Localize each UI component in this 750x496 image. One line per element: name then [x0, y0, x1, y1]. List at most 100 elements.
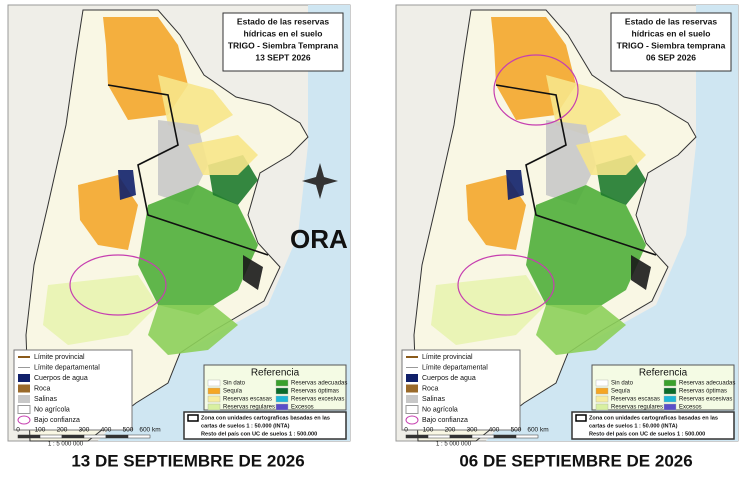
caption: 13 DE SEPTIEMBRE DE 2026 — [71, 451, 304, 470]
scale-segment — [449, 434, 473, 439]
legend-swatch — [18, 395, 30, 403]
legend-box — [13, 349, 133, 431]
scale-label: 0 — [404, 427, 408, 434]
scale-segment — [127, 434, 151, 439]
scale-segment — [427, 434, 451, 439]
scale-label: 400 — [489, 427, 500, 434]
map-panel: Estado de las reservas hídricas en el sue… — [7, 4, 351, 448]
legend-label: Sin dato — [223, 381, 246, 387]
legend-label: No agrícola — [422, 406, 458, 413]
legend-label: Límite departamental — [422, 364, 488, 371]
note-swatch — [575, 414, 587, 422]
ocean — [98, 5, 350, 441]
scale-label: 100 — [423, 427, 434, 434]
scale-label: 500 — [123, 427, 134, 434]
legend-swatch — [275, 403, 289, 411]
note-text: Zona con unidades cartograficas basadas … — [589, 415, 718, 421]
region — [546, 120, 596, 205]
legend-label: Salinas — [422, 396, 445, 403]
legend-label: Cuerpos de agua — [422, 375, 476, 382]
legend-swatch — [207, 395, 221, 403]
map-panel: Estado de las reservas hídricas en el sue… — [395, 4, 739, 448]
legend-label: Reservas óptimas — [291, 389, 339, 395]
legend-label: Reservas excesivas — [291, 397, 344, 403]
legend-swatch — [663, 403, 677, 411]
legend-label: Salinas — [34, 396, 57, 403]
scale-label: 200 — [57, 427, 68, 434]
legend-swatch — [275, 379, 289, 387]
region — [526, 185, 646, 315]
legend-swatch — [406, 395, 418, 403]
note-box — [183, 411, 347, 440]
title-box — [222, 12, 344, 72]
legend-label: Reservas escasas — [611, 397, 660, 403]
note-text: Resto del país con UC de suelos 1 : 500.… — [201, 431, 317, 437]
scale-label: 200 — [445, 427, 456, 434]
map-title: 06 SEP 2026 — [646, 52, 696, 62]
reference-box — [203, 364, 347, 411]
scale-segment — [471, 434, 495, 439]
legend-label: Roca — [422, 385, 438, 392]
legend-label: Reservas adecuadas — [291, 381, 347, 387]
legend-label: No agrícola — [34, 406, 70, 413]
legend-swatch — [595, 395, 609, 403]
legend-swatch — [595, 403, 609, 411]
legend-label: Reservas escasas — [223, 397, 272, 403]
legend-swatch — [275, 387, 289, 395]
legend-label: Límite provincial — [34, 354, 85, 361]
note-text: cartas de suelos 1 : 50.000 (INTA) — [201, 423, 290, 429]
province-border — [107, 84, 269, 256]
legend-label: Límite departamental — [34, 364, 100, 371]
legend-swatch — [17, 415, 31, 425]
legend-swatch — [663, 395, 677, 403]
legend-label: Reservas excesivas — [679, 397, 732, 403]
region — [631, 255, 651, 290]
region — [138, 185, 258, 315]
legend-label: Sin dato — [611, 381, 634, 387]
map-title: Estado de las reservas — [237, 16, 329, 26]
scale-segment — [493, 434, 517, 439]
scale-label: 0 — [16, 427, 20, 434]
logo: ORA — [290, 224, 348, 254]
note-text: Resto del país con UC de suelos 1 : 500.… — [589, 431, 705, 437]
scale-label: 300 — [467, 427, 478, 434]
legend-label: Límite provincial — [422, 354, 473, 361]
region — [243, 255, 263, 290]
title-box — [610, 12, 732, 72]
legend-swatch — [663, 387, 677, 395]
note-swatch — [187, 414, 199, 422]
region — [148, 305, 238, 355]
legend-swatch — [207, 387, 221, 395]
legend-swatch — [595, 379, 609, 387]
region — [546, 75, 621, 135]
note-text: Zona con unidades cartograficas basadas … — [201, 415, 330, 421]
region — [536, 305, 626, 355]
scale-segment — [17, 434, 41, 439]
legend-label: Cuerpos de agua — [34, 375, 88, 382]
low-confidence-zone — [493, 54, 579, 126]
scale-label: 600 km — [527, 427, 548, 434]
legend-swatch — [405, 405, 419, 414]
legend-label: Reservas regulares — [223, 405, 275, 411]
scale-segment — [405, 434, 429, 439]
map-title: Estado de las reservas — [625, 16, 717, 26]
legend-swatch — [18, 374, 30, 382]
map-title: 13 SEPT 2026 — [255, 52, 311, 62]
reference-title: Referencia — [251, 368, 300, 379]
scale-segment — [105, 434, 129, 439]
legend-swatch — [207, 379, 221, 387]
region — [158, 75, 233, 135]
legend-swatch — [405, 415, 419, 425]
region — [506, 170, 524, 200]
legend-label: Reservas regulares — [611, 405, 663, 411]
region — [188, 135, 258, 175]
legend-swatch — [406, 384, 418, 393]
legend-swatch — [207, 403, 221, 411]
scale-label: 100 — [35, 427, 46, 434]
legend-label: Sequía — [611, 389, 631, 395]
scale-ratio: 1 : 5 000 000 — [48, 442, 84, 448]
low-confidence-zone — [457, 254, 555, 316]
region — [576, 135, 646, 175]
legend-label: Roca — [34, 385, 50, 392]
